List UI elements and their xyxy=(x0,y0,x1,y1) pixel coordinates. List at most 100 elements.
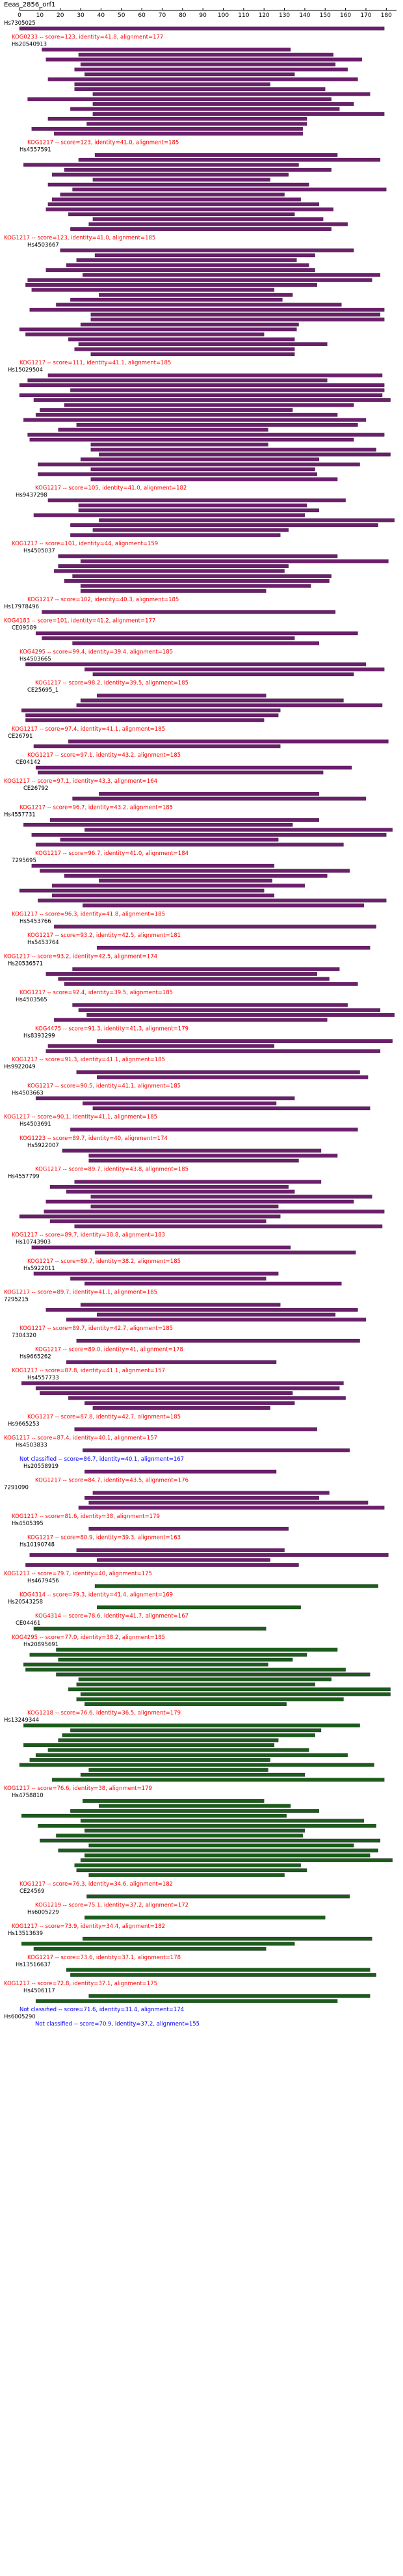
x-tick-label: 20 xyxy=(57,12,64,19)
hit-id: Hs4557731 xyxy=(4,811,36,818)
alignment-bar xyxy=(78,157,381,162)
alignment-bar xyxy=(25,1563,299,1567)
alignment-bar xyxy=(84,1853,370,1858)
alignment-bar xyxy=(96,694,266,698)
alignment-bar xyxy=(88,1843,354,1848)
alignment-bar xyxy=(56,303,342,307)
alignment-bar xyxy=(52,1778,385,1782)
alignment-bar xyxy=(88,1873,285,1877)
alignment-bar xyxy=(84,1916,326,1919)
alignment-bar xyxy=(96,1605,301,1610)
alignment-bar xyxy=(84,667,385,671)
alignment-bar xyxy=(68,337,295,342)
hit-annotation: KOG1217 -- score=98.2, identity=39.5, al… xyxy=(35,680,188,686)
alignment-bar xyxy=(83,1936,372,1941)
alignment-bar xyxy=(96,1039,393,1043)
hit-annotation: KOG1217 -- score=96.7, identity=43.2, al… xyxy=(20,804,173,811)
alignment-bar xyxy=(80,1858,393,1862)
hit-annotation: KOG4475 -- score=91.3, identity=41.3, al… xyxy=(35,1025,188,1032)
alignment-bar xyxy=(88,1768,268,1772)
alignment-bar xyxy=(58,977,330,981)
hit-id: Hs8393299 xyxy=(23,1033,55,1039)
alignment-bar xyxy=(84,828,393,832)
alignment-bar xyxy=(92,1106,370,1111)
hit-annotation: KOG1217 -- score=92.4, identity=39.5, al… xyxy=(20,990,173,996)
alignment-bar xyxy=(80,457,320,461)
alignment-bar xyxy=(33,1627,266,1631)
alignment-bar xyxy=(27,278,372,282)
alignment-bar xyxy=(70,1973,376,1977)
alignment-bar xyxy=(40,408,293,412)
alignment-bar xyxy=(52,893,275,898)
alignment-bar xyxy=(72,967,340,971)
hit-id: Hs20543258 xyxy=(8,1599,43,1606)
x-tick-label: 0 xyxy=(18,12,21,19)
alignment-bar xyxy=(74,347,295,351)
hit-annotation: KOG1217 -- score=89.7, identity=42.7, al… xyxy=(20,1325,173,1332)
hit-annotation: KOG1217 -- score=96.7, identity=41.0, al… xyxy=(35,850,188,857)
alignment-bar xyxy=(56,1834,303,1837)
alignment-bar xyxy=(84,72,295,77)
hit-id: Hs15029504 xyxy=(8,367,43,373)
hit-id: Hs7305025 xyxy=(4,20,36,27)
hit-annotation: KOG1217 -- score=96.3, identity=41.8, al… xyxy=(12,911,165,917)
hit-annotation: KOG1217 -- score=89.7, identity=38.2, al… xyxy=(27,1258,181,1265)
hit-id: Hs9922049 xyxy=(4,1064,36,1070)
alignment-bar xyxy=(74,1427,317,1431)
alignment-bar xyxy=(64,874,328,878)
alignment-bar xyxy=(23,822,293,827)
hit-annotation: KOG1217 -- score=79.7, identity=40, alig… xyxy=(4,1571,152,1577)
hit-id: Hs20536571 xyxy=(8,961,43,968)
hit-id: Hs17978496 xyxy=(4,604,39,610)
hit-annotation: KOG1217 -- score=97.1, identity=43.3, al… xyxy=(4,778,157,785)
alignment-bar xyxy=(72,1003,348,1007)
alignment-bar xyxy=(62,1733,315,1737)
alignment-bar xyxy=(74,67,348,72)
alignment-bar xyxy=(92,217,324,221)
hit-annotation: KOG1217 -- score=102, identity=40.3, ali… xyxy=(27,597,179,603)
alignment-bar xyxy=(96,945,370,950)
alignment-bar xyxy=(31,1245,291,1250)
x-tick-label: 140 xyxy=(299,12,310,19)
hit-annotation: KOG1217 -- score=76.3, identity=34.6, al… xyxy=(20,1881,173,1888)
hit-annotation: KOG1223 -- score=89.7, identity=40, alig… xyxy=(20,1135,168,1142)
alignment-bar xyxy=(99,518,395,522)
hit-annotation: KOG1217 -- score=105, identity=41.0, ali… xyxy=(35,485,187,491)
alignment-bar xyxy=(83,1799,265,1803)
alignment-bar xyxy=(84,1469,277,1474)
alignment-bar xyxy=(38,770,324,775)
alignment-bar xyxy=(25,1668,346,1672)
alignment-bar xyxy=(38,462,360,467)
alignment-bar xyxy=(94,153,338,157)
alignment-bar xyxy=(33,513,306,517)
x-tick-label: 100 xyxy=(218,12,229,19)
alignment-bar xyxy=(56,1647,338,1652)
alignment-bar xyxy=(27,378,328,383)
alignment-bar xyxy=(21,708,281,712)
alignment-bar xyxy=(47,1748,309,1752)
alignment-bar xyxy=(35,413,338,417)
alignment-bar xyxy=(96,1312,336,1317)
x-tick-label: 50 xyxy=(118,12,125,19)
hit-id: Hs4506117 xyxy=(23,1988,55,1994)
alignment-bar xyxy=(90,312,381,317)
x-tick-label: 90 xyxy=(199,12,207,19)
hit-id: Hs4557733 xyxy=(27,1375,59,1381)
alignment-bar xyxy=(19,26,385,31)
alignment-bar xyxy=(19,383,385,387)
hit-id: Hs13516637 xyxy=(16,1962,51,1968)
alignment-bar xyxy=(49,818,320,822)
alignment-bar xyxy=(78,508,320,513)
alignment-bar xyxy=(80,1772,306,1777)
hit-annotation: KOG1219 -- score=75.1, identity=37.2, al… xyxy=(35,1902,188,1908)
alignment-bar xyxy=(25,283,317,287)
alignment-bar xyxy=(80,62,336,66)
alignment-bar xyxy=(21,1942,295,1946)
hit-annotation: KOG1217 -- score=111, identity=41.1, ali… xyxy=(20,360,171,366)
alignment-bar xyxy=(54,925,376,929)
alignment-bar xyxy=(84,1828,306,1833)
alignment-bar xyxy=(78,53,333,57)
alignment-bar xyxy=(42,47,291,52)
alignment-bar xyxy=(42,636,295,640)
